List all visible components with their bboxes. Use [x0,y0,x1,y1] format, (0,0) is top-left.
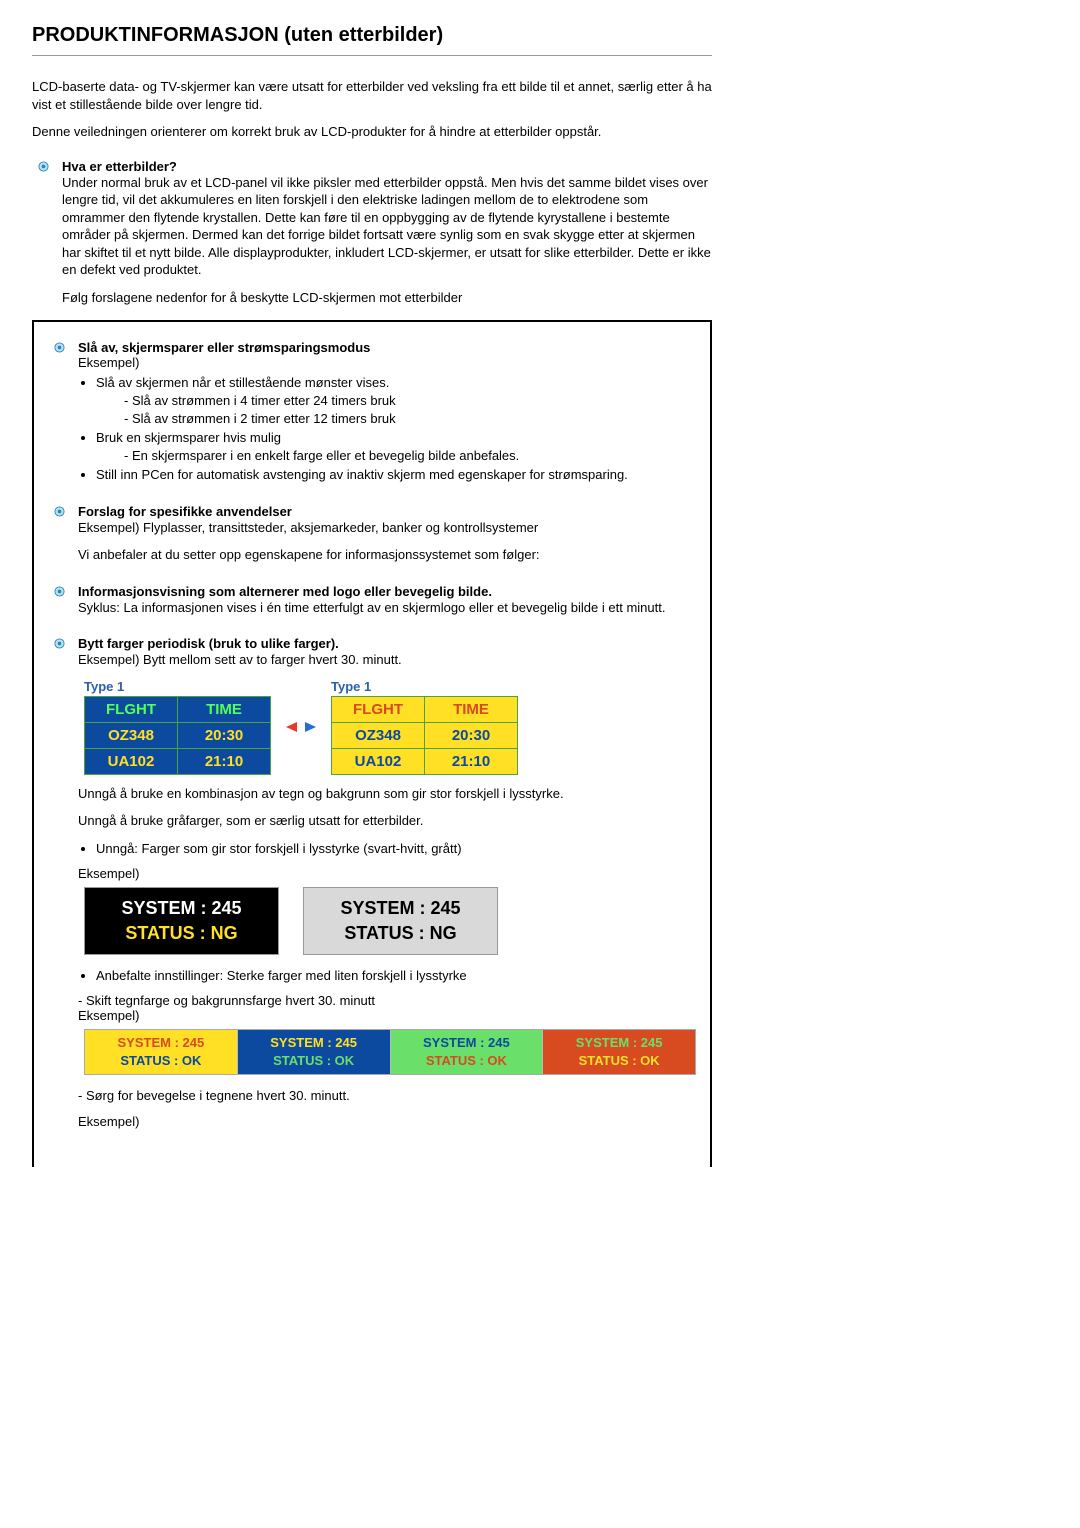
sysB-l2: STATUS : NG [318,921,483,946]
sys-panel-a: SYSTEM : 245 STATUS : NG [84,887,279,955]
sysA-l1: SYSTEM : 245 [99,896,264,921]
tB-h2: TIME [425,696,518,722]
after3-ex: Eksempel) [78,1114,696,1129]
sys-row: SYSTEM : 245 STATUS : NG SYSTEM : 245 ST… [84,887,696,955]
s4-title: Bytt farger periodisk (bruk to ulike far… [78,636,696,651]
tA-r2c1: UA102 [85,748,178,774]
type1-label-b: Type 1 [331,679,518,694]
tB-r1c2: 20:30 [425,722,518,748]
mc4-l2: STATUS : OK [547,1052,691,1070]
after2-p1: - Skift tegnfarge og bakgrunnsfarge hver… [78,993,696,1008]
s2-title: Forslag for spesifikke anvendelser [78,504,696,519]
after1-p2: Unngå å bruke gråfarger, som er særlig u… [78,812,696,830]
s1-li3: Still inn PCen for automatisk avstenging… [96,466,696,484]
section-what-is: Hva er etterbilder? Under normal bruk av… [32,159,712,307]
bullet-icon [54,342,65,353]
type1-block-a: Type 1 FLGHTTIME OZ34820:30 UA10221:10 [84,679,271,775]
s1-title: Slå av, skjermsparer eller strømsparings… [78,340,696,355]
sysB-l1: SYSTEM : 245 [318,896,483,921]
type1-block-b: Type 1 FLGHTTIME OZ34820:30 UA10221:10 [331,679,518,775]
s3-p1: Syklus: La informasjonen vises i én time… [78,599,696,617]
flight-table-a: FLGHTTIME OZ34820:30 UA10221:10 [84,696,271,775]
after1-li1: Unngå: Farger som gir stor forskjell i l… [96,840,696,858]
s1-li1a: - Slå av strømmen i 4 timer etter 24 tim… [96,392,696,410]
s1-li1-text: Slå av skjermen når et stillestående møn… [96,375,389,390]
s2-p1: Eksempel) Flyplasser, transittsteder, ak… [78,519,696,537]
after1-p1: Unngå å bruke en kombinasjon av tegn og … [78,785,696,803]
after3-p1: - Sørg for bevegelse i tegnene hvert 30.… [78,1087,696,1105]
s4-p1: Eksempel) Bytt mellom sett av to farger … [78,651,696,669]
sec1-follow: Følg forslagene nedenfor for å beskytte … [62,289,712,307]
box-sec4: Bytt farger periodisk (bruk to ulike far… [48,636,696,1129]
after1-ex: Eksempel) [78,866,696,881]
sys-panel-b: SYSTEM : 245 STATUS : NG [303,887,498,955]
after1-list: Unngå: Farger som gir stor forskjell i l… [78,840,696,858]
box-sec3: Informasjonsvisning som alternerer med l… [48,584,696,617]
after2-li1: Anbefalte innstillinger: Sterke farger m… [96,967,696,985]
mc3-l2: STATUS : OK [395,1052,539,1070]
bullet-icon [54,638,65,649]
s1-list: Slå av skjermen når et stillestående møn… [78,374,696,483]
s3-title: Informasjonsvisning som alternerer med l… [78,584,696,599]
after2-ex: Eksempel) [78,1008,696,1023]
s1-ex: Eksempel) [78,355,696,370]
page-title: PRODUKTINFORMASJON (uten etterbilder) [32,24,712,47]
bullet-icon [54,506,65,517]
tA-r1c2: 20:30 [178,722,271,748]
recommendation-box: Slå av, skjermsparer eller strømsparings… [32,320,712,1167]
box-sec1: Slå av, skjermsparer eller strømsparings… [48,340,696,483]
type1-label-a: Type 1 [84,679,271,694]
sec1-title: Hva er etterbilder? [62,159,712,174]
mc3-l1: SYSTEM : 245 [395,1034,539,1052]
mc2-l1: SYSTEM : 245 [242,1034,386,1052]
s1-li2: Bruk en skjermsparer hvis mulig - En skj… [96,429,696,464]
tB-r2c2: 21:10 [425,748,518,774]
sysA-l2: STATUS : NG [99,921,264,946]
flight-table-b: FLGHTTIME OZ34820:30 UA10221:10 [331,696,518,775]
multi-cell-1: SYSTEM : 245 STATUS : OK [85,1030,237,1074]
tA-h1: FLGHT [85,696,178,722]
tB-r1c1: OZ348 [332,722,425,748]
tA-h2: TIME [178,696,271,722]
mc4-l1: SYSTEM : 245 [547,1034,691,1052]
multi-cell-2: SYSTEM : 245 STATUS : OK [237,1030,390,1074]
mc1-l2: STATUS : OK [89,1052,233,1070]
multi-cell-3: SYSTEM : 245 STATUS : OK [390,1030,543,1074]
s1-li1b: - Slå av strømmen i 2 timer etter 12 tim… [96,410,696,428]
s2-p2: Vi anbefaler at du setter opp egenskapen… [78,546,696,564]
s1-li1: Slå av skjermen når et stillestående møn… [96,374,696,427]
bullet-icon [38,161,49,172]
intro-p2: Denne veiledningen orienterer om korrekt… [32,123,712,141]
mc1-l1: SYSTEM : 245 [89,1034,233,1052]
s1-li2a: - En skjermsparer i en enkelt farge elle… [96,447,696,465]
arrows-icon [283,719,319,735]
tB-h1: FLGHT [332,696,425,722]
divider [32,55,712,56]
bullet-icon [54,586,65,597]
intro-p1: LCD-baserte data- og TV-skjermer kan vær… [32,78,712,113]
multi-cell-4: SYSTEM : 245 STATUS : OK [542,1030,695,1074]
sec1-body: Under normal bruk av et LCD-panel vil ik… [62,174,712,279]
box-sec2: Forslag for spesifikke anvendelser Eksem… [48,504,696,564]
s1-li2-text: Bruk en skjermsparer hvis mulig [96,430,281,445]
type-row: Type 1 FLGHTTIME OZ34820:30 UA10221:10 T… [84,679,696,775]
tA-r1c1: OZ348 [85,722,178,748]
sys-multi-row: SYSTEM : 245 STATUS : OK SYSTEM : 245 ST… [84,1029,696,1075]
mc2-l2: STATUS : OK [242,1052,386,1070]
tA-r2c2: 21:10 [178,748,271,774]
tB-r2c1: UA102 [332,748,425,774]
after2-list: Anbefalte innstillinger: Sterke farger m… [78,967,696,985]
